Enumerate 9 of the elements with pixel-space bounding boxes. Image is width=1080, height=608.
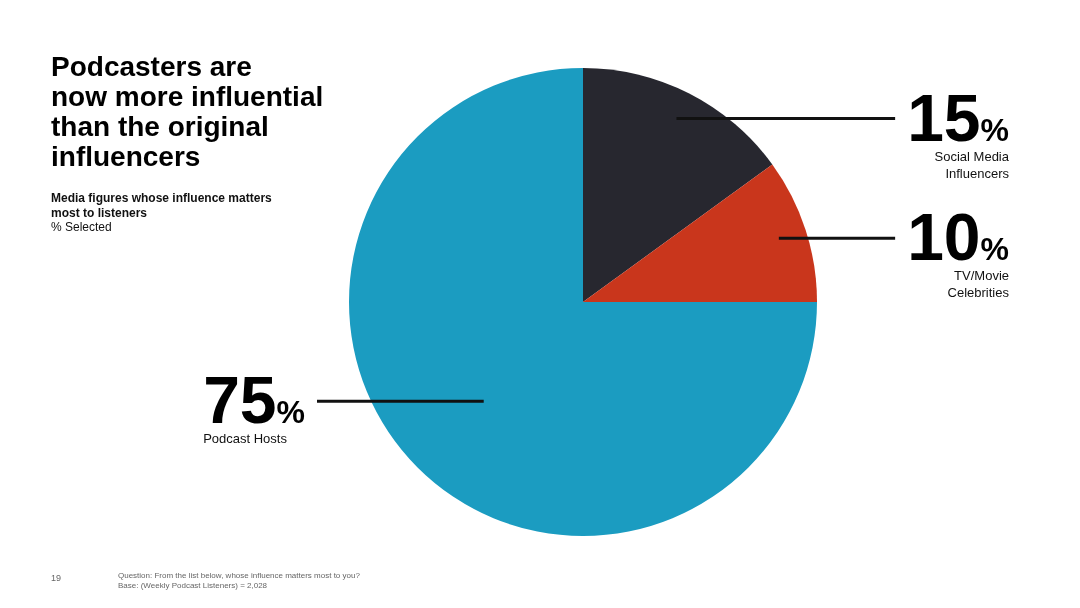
text: Media figures whose influence matters most to listeners [51, 191, 273, 220]
text: Question: From the list below, whose influence matters most to you? [118, 571, 361, 580]
text: Base: (Weekly Podcast Listeners) = 2,028 [118, 581, 268, 590]
pie-slice [583, 68, 773, 302]
text: 19 [51, 573, 62, 583]
text: % Selected [51, 220, 112, 234]
text: Podcasters are now more influential than the original influencers [51, 51, 324, 172]
pie-slice [583, 164, 817, 302]
pie-slice [349, 68, 817, 536]
